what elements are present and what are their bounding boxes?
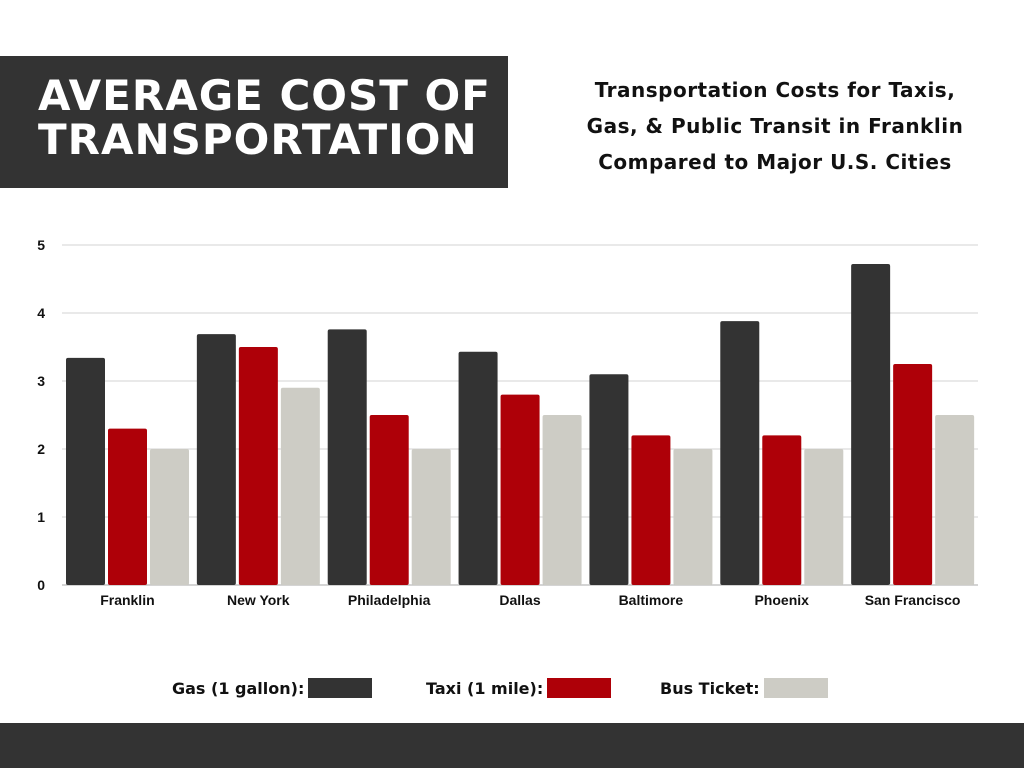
bar-baltimore-2	[673, 449, 713, 585]
legend-item-bus: Bus Ticket:	[660, 678, 828, 698]
x-tick-label: Baltimore	[619, 592, 684, 608]
bar-san-francisco-2	[935, 415, 975, 585]
legend: Gas (1 gallon): Taxi (1 mile): Bus Ticke…	[0, 678, 1024, 702]
bar-baltimore-1	[631, 435, 671, 585]
bar-san-francisco-1	[893, 364, 933, 585]
bar-dallas-0	[458, 351, 498, 585]
legend-label: Gas (1 gallon):	[172, 678, 305, 698]
y-tick-label: 3	[37, 373, 45, 389]
legend-swatch	[308, 678, 373, 698]
bar-franklin-1	[108, 428, 147, 585]
bar-new-york-0	[196, 334, 236, 585]
y-tick-label: 1	[37, 509, 45, 525]
bar-philadelphia-1	[369, 415, 409, 585]
bar-franklin-0	[66, 357, 105, 585]
bar-new-york-2	[280, 387, 320, 585]
y-tick-label: 4	[37, 305, 45, 321]
bar-philadelphia-0	[327, 329, 367, 585]
legend-swatch	[547, 678, 612, 698]
legend-label: Taxi (1 mile):	[426, 678, 544, 698]
legend-item-gas: Gas (1 gallon):	[172, 678, 373, 698]
legend-label: Bus Ticket:	[660, 678, 760, 698]
subtitle-line: Compared to Major U.S. Cities	[598, 150, 952, 174]
y-tick-label: 0	[37, 577, 45, 593]
y-tick-label: 2	[37, 441, 45, 457]
x-tick-label: New York	[227, 592, 290, 608]
bar-dallas-2	[542, 415, 582, 585]
chart-subtitle: Transportation Costs for Taxis, Gas, & P…	[560, 72, 990, 180]
x-tick-label: Philadelphia	[348, 592, 431, 608]
page-title: AVERAGE COST OF TRANSPORTATION	[38, 74, 491, 162]
bar-philadelphia-2	[411, 449, 451, 585]
x-tick-label: Phoenix	[754, 592, 809, 608]
bar-phoenix-1	[762, 435, 802, 585]
title-line: AVERAGE COST OF	[38, 71, 491, 120]
legend-item-taxi: Taxi (1 mile):	[426, 678, 612, 698]
bar-phoenix-2	[804, 449, 844, 585]
bar-san-francisco-0	[851, 264, 891, 585]
title-banner: AVERAGE COST OF TRANSPORTATION	[0, 56, 508, 188]
footer-bar	[0, 723, 1024, 768]
bar-franklin-2	[150, 449, 189, 585]
bar-phoenix-0	[720, 321, 760, 585]
title-line: TRANSPORTATION	[38, 115, 478, 164]
x-tick-label: San Francisco	[865, 592, 961, 608]
legend-swatch	[763, 678, 828, 698]
subtitle-line: Gas, & Public Transit in Franklin	[586, 114, 964, 138]
subtitle-line: Transportation Costs for Taxis,	[594, 78, 956, 102]
bar-baltimore-0	[589, 374, 629, 585]
y-tick-label: 5	[37, 237, 45, 253]
bar-new-york-1	[238, 347, 278, 585]
bar-dallas-1	[500, 394, 540, 585]
x-tick-label: Franklin	[100, 592, 154, 608]
x-tick-label: Dallas	[499, 592, 540, 608]
